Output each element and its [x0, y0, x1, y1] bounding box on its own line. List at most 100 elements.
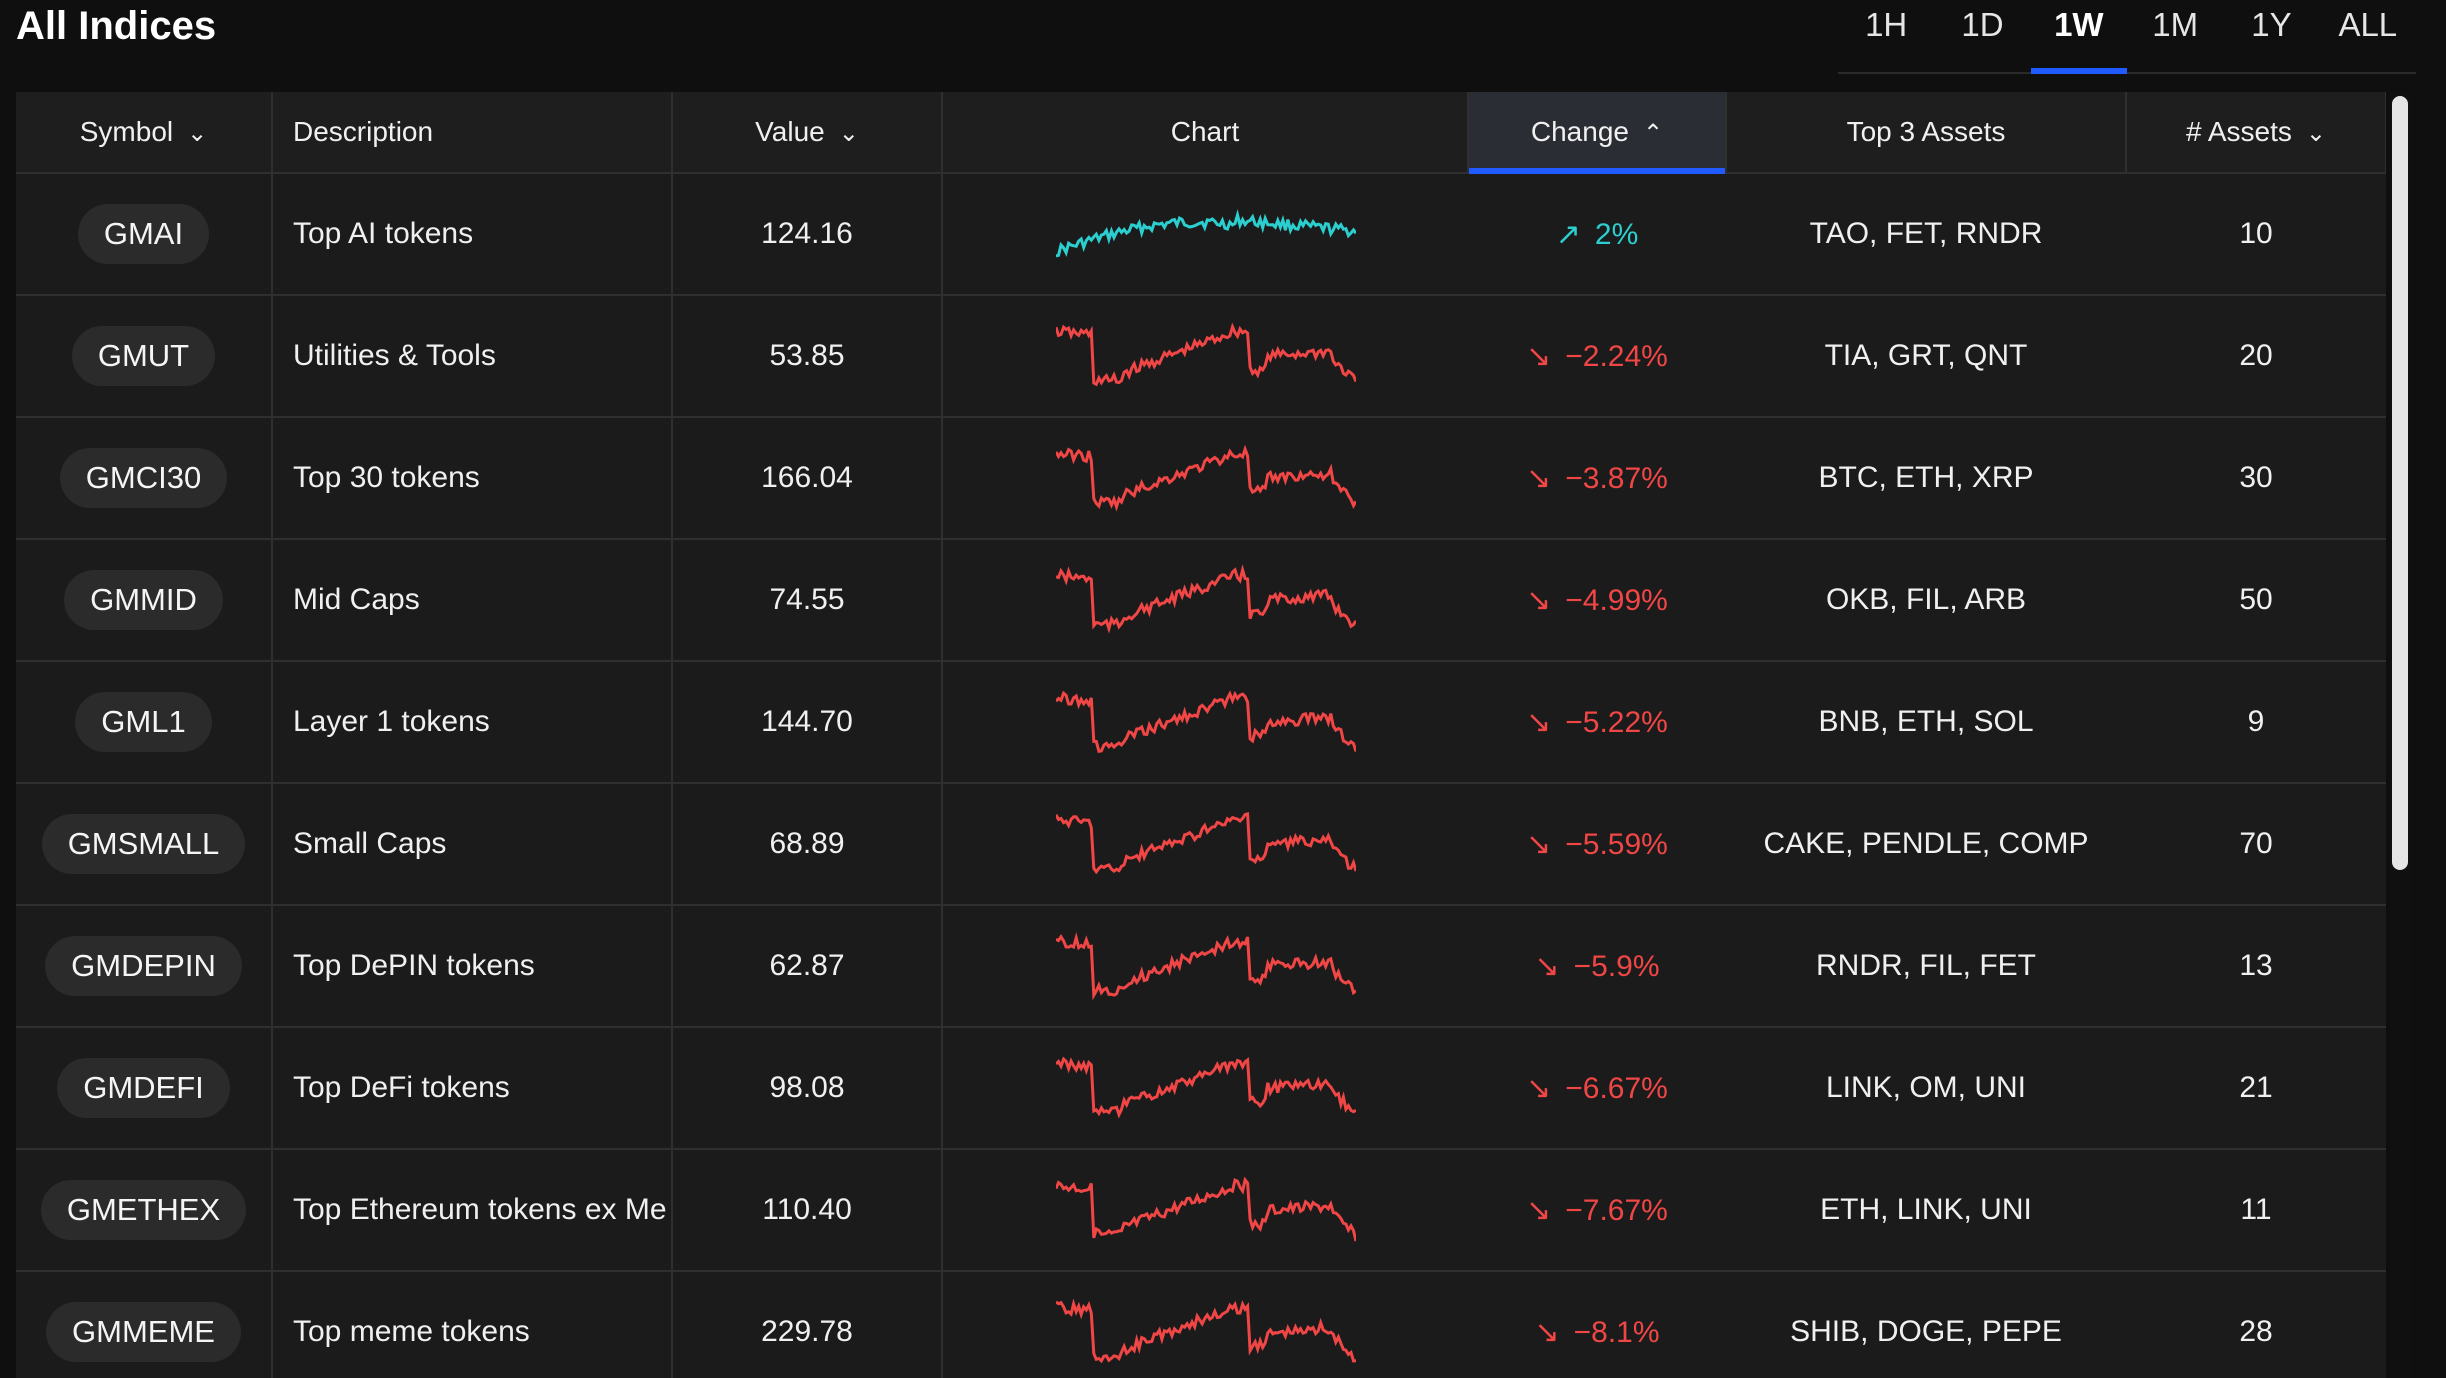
- symbol-badge: GMCI30: [59, 448, 228, 508]
- sparkline-line: [1055, 209, 1356, 258]
- table-row[interactable]: GMMID Mid Caps 74.55 ↘ −4.99% OKB, FIL, ARB 50: [16, 539, 2386, 662]
- arrow-down-right-icon: ↘: [1526, 1193, 1552, 1227]
- table-row[interactable]: GMCI30 Top 30 tokens 166.04 ↘ −3.87% BTC, ETH…: [16, 417, 2386, 540]
- sparkline-line: [1055, 690, 1356, 753]
- table-row[interactable]: GMSMALL Small Caps 68.89 ↘ −5.59% CAKE, PENDL…: [16, 783, 2386, 906]
- table-header-row: Symbol ⌄ Description Value ⌄ Chart Change ⌃…: [16, 92, 2386, 174]
- change-cell: ↗ 2%: [1468, 173, 1726, 296]
- symbol-badge: GMMEME: [46, 1302, 241, 1362]
- symbol-badge: GMSMALL: [41, 814, 246, 874]
- range-tab-1h[interactable]: 1H: [1865, 6, 1908, 43]
- assets-count-cell: 50: [2126, 539, 2386, 662]
- chevron-up-icon: ⌃: [1642, 120, 1664, 148]
- sparkline-line: [1055, 322, 1356, 387]
- column-header-label: Top 3 Assets: [1846, 116, 2006, 147]
- indices-table: Symbol ⌄ Description Value ⌄ Chart Change ⌃…: [16, 92, 2386, 1378]
- symbol-cell: GMETHEX: [16, 1149, 272, 1272]
- range-tab-1m[interactable]: 1M: [2152, 6, 2199, 43]
- value-cell: 166.04: [671, 417, 942, 540]
- change-value: 2%: [1594, 217, 1639, 251]
- chart-cell: [941, 783, 1468, 906]
- column-header-symbol[interactable]: Symbol ⌄: [16, 92, 273, 174]
- table-row[interactable]: GMMEME Top meme tokens 229.78 ↘ −8.1% SHIB, D…: [16, 1271, 2386, 1378]
- top3-cell: TAO, FET, RNDR: [1726, 173, 2126, 296]
- column-header-value[interactable]: Value ⌄: [672, 92, 943, 174]
- value-cell: 124.16: [671, 173, 942, 296]
- top3-cell: LINK, OM, UNI: [1726, 1027, 2126, 1150]
- column-header-assets[interactable]: # Assets ⌄: [2126, 92, 2386, 174]
- value-cell: 144.70: [671, 661, 942, 784]
- range-tab-1d[interactable]: 1D: [1961, 6, 2004, 43]
- top3-cell: ETH, LINK, UNI: [1726, 1149, 2126, 1272]
- top3-cell: BTC, ETH, XRP: [1726, 417, 2126, 540]
- symbol-cell: GML1: [16, 661, 272, 784]
- symbol-badge: GMMID: [64, 570, 223, 630]
- chart-cell: [941, 173, 1468, 296]
- value-cell: 74.55: [671, 539, 942, 662]
- table-row[interactable]: GMDEFI Top DeFi tokens 98.08 ↘ −6.67% LINK, O…: [16, 1027, 2386, 1150]
- change-cell: ↘ −4.99%: [1468, 539, 1726, 662]
- description-cell: Small Caps: [271, 783, 672, 906]
- table-row[interactable]: GMUT Utilities & Tools 53.85 ↘ −2.24% TIA, GR…: [16, 295, 2386, 418]
- sparkline-line: [1055, 1176, 1356, 1242]
- change-cell: ↘ −5.59%: [1468, 783, 1726, 906]
- change-cell: ↘ −3.87%: [1468, 417, 1726, 540]
- column-header-change[interactable]: Change ⌃: [1468, 92, 1727, 174]
- description-cell: Top DePIN tokens: [271, 905, 672, 1028]
- symbol-badge: GMETHEX: [40, 1180, 247, 1240]
- change-value: −4.99%: [1565, 583, 1668, 617]
- assets-count-cell: 9: [2126, 661, 2386, 784]
- sparkline-line: [1055, 932, 1356, 1001]
- range-tab-1y[interactable]: 1Y: [2251, 6, 2292, 43]
- value-cell: 229.78: [671, 1271, 942, 1378]
- arrow-down-right-icon: ↘: [1526, 461, 1552, 495]
- chart-cell: [941, 417, 1468, 540]
- table-row[interactable]: GMDEPIN Top DePIN tokens 62.87 ↘ −5.9% RNDR, …: [16, 905, 2386, 1028]
- symbol-badge: GMDEFI: [57, 1058, 230, 1118]
- table-row[interactable]: GMETHEX Top Ethereum tokens ex Me 110.40 ↘ −…: [16, 1149, 2386, 1272]
- chart-cell: [941, 539, 1468, 662]
- time-range-tabs: 1H 1D 1W 1M 1Y ALL: [1838, 0, 2416, 74]
- table-row[interactable]: GMAI Top AI tokens 124.16 ↗ 2% TAO, FET, RNDR…: [16, 173, 2386, 296]
- sparkline-chart: [1055, 322, 1356, 387]
- top3-cell: TIA, GRT, QNT: [1726, 295, 2126, 418]
- symbol-cell: GMDEFI: [16, 1027, 272, 1150]
- change-value: −5.9%: [1573, 949, 1660, 983]
- symbol-cell: GMUT: [16, 295, 272, 418]
- sparkline-chart: [1055, 1298, 1356, 1364]
- description-cell: Top meme tokens: [271, 1271, 672, 1378]
- change-cell: ↘ −5.22%: [1468, 661, 1726, 784]
- sparkline-chart: [1055, 690, 1356, 753]
- chart-cell: [941, 1271, 1468, 1378]
- symbol-cell: GMMID: [16, 539, 272, 662]
- chevron-down-icon: ⌄: [187, 120, 208, 148]
- sparkline-chart: [1055, 932, 1356, 1001]
- page-title: All Indices: [16, 4, 217, 48]
- arrow-down-right-icon: ↘: [1534, 949, 1560, 983]
- scrollbar-thumb[interactable]: [2392, 96, 2408, 870]
- top3-cell: OKB, FIL, ARB: [1726, 539, 2126, 662]
- column-header-label: Change: [1530, 115, 1629, 147]
- symbol-cell: GMMEME: [16, 1271, 272, 1378]
- description-cell: Top DeFi tokens: [271, 1027, 672, 1150]
- top3-cell: SHIB, DOGE, PEPE: [1726, 1271, 2126, 1378]
- arrow-up-right-icon: ↗: [1555, 217, 1581, 251]
- table-row[interactable]: GML1 Layer 1 tokens 144.70 ↘ −5.22% BNB, ETH,…: [16, 661, 2386, 784]
- sparkline-line: [1055, 565, 1356, 634]
- top3-cell: RNDR, FIL, FET: [1726, 905, 2126, 1028]
- top3-cell: BNB, ETH, SOL: [1726, 661, 2126, 784]
- sparkline-chart: [1055, 811, 1356, 875]
- range-tab-1w[interactable]: 1W: [2030, 0, 2128, 74]
- assets-count-cell: 70: [2126, 783, 2386, 906]
- change-cell: ↘ −5.9%: [1468, 905, 1726, 1028]
- range-tab-all[interactable]: ALL: [2338, 6, 2398, 43]
- arrow-down-right-icon: ↘: [1534, 1315, 1560, 1349]
- sparkline-chart: [1055, 444, 1356, 512]
- description-cell: Layer 1 tokens: [271, 661, 672, 784]
- description-cell: Mid Caps: [271, 539, 672, 662]
- assets-count-cell: 21: [2126, 1027, 2386, 1150]
- value-cell: 68.89: [671, 783, 942, 906]
- chart-cell: [941, 295, 1468, 418]
- column-header-chart: Chart: [942, 92, 1469, 174]
- sparkline-chart: [1055, 1176, 1356, 1242]
